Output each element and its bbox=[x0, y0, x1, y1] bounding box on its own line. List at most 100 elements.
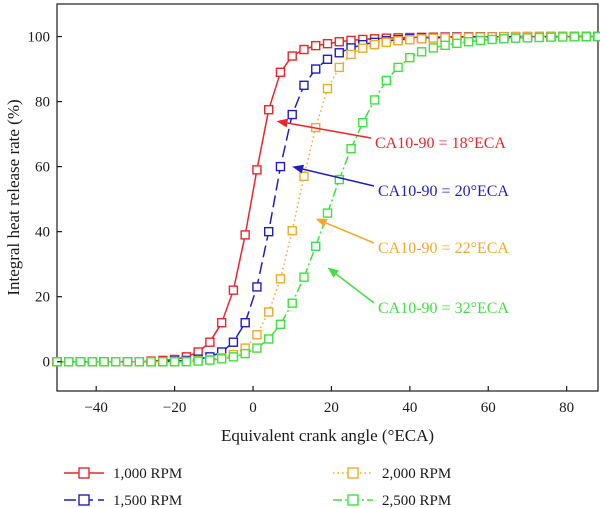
data-point bbox=[475, 35, 486, 46]
data-point bbox=[287, 298, 297, 308]
data-point bbox=[134, 357, 145, 367]
data-point bbox=[287, 51, 297, 61]
data-point bbox=[322, 38, 333, 49]
data-point bbox=[299, 44, 309, 55]
x-tick-label: 60 bbox=[481, 400, 496, 416]
data-point bbox=[416, 47, 427, 57]
data-point bbox=[322, 208, 333, 218]
data-point bbox=[558, 32, 568, 42]
data-point bbox=[322, 54, 333, 64]
data-point bbox=[75, 357, 86, 367]
data-point bbox=[522, 33, 533, 43]
data-point bbox=[463, 37, 474, 47]
data-point bbox=[393, 36, 403, 46]
data-point bbox=[487, 34, 497, 45]
x-tick-label: −40 bbox=[84, 400, 107, 416]
data-point bbox=[275, 319, 286, 330]
data-point bbox=[240, 318, 250, 328]
data-point bbox=[334, 62, 344, 73]
arrow-head bbox=[292, 164, 304, 174]
annotation-3: CA10-90 = 22°ECA bbox=[315, 218, 509, 257]
data-point bbox=[228, 352, 239, 362]
data-point bbox=[287, 109, 297, 120]
x-tick-label: 80 bbox=[559, 400, 574, 416]
data-point bbox=[240, 230, 250, 240]
data-point bbox=[205, 355, 215, 365]
x-axis-title: Equivalent crank angle (°ECA) bbox=[221, 426, 434, 445]
series-1-000-rpm bbox=[52, 31, 600, 367]
data-point bbox=[369, 39, 380, 50]
legend-label: 2,000 RPM bbox=[382, 466, 451, 482]
y-axis-ticks: 0 20 40 60 80 100 bbox=[28, 30, 62, 371]
data-point bbox=[334, 174, 344, 185]
annotation-label: CA10-90 = 22°ECA bbox=[378, 240, 509, 257]
legend-marker bbox=[78, 467, 90, 479]
data-point bbox=[311, 241, 321, 251]
data-point bbox=[87, 357, 97, 367]
legend-item-1-000-rpm: 1,000 RPM bbox=[64, 466, 182, 482]
data-point bbox=[299, 272, 309, 282]
data-point bbox=[216, 318, 227, 328]
series-layer bbox=[52, 31, 600, 367]
data-point bbox=[369, 95, 380, 105]
data-point bbox=[64, 357, 74, 367]
legend-marker bbox=[78, 494, 90, 506]
annotation-2: CA10-90 = 20°ECA bbox=[292, 164, 509, 200]
y-tick-label: 0 bbox=[43, 355, 51, 371]
x-axis-ticks: −40 −20 0 20 40 60 80 bbox=[84, 386, 574, 416]
data-point bbox=[346, 49, 356, 60]
x-tick-label: 40 bbox=[402, 400, 417, 416]
annotation-label: CA10-90 = 32°ECA bbox=[378, 300, 509, 317]
annotation-arrow bbox=[302, 168, 375, 187]
data-point bbox=[510, 33, 521, 43]
y-tick-label: 20 bbox=[35, 290, 50, 306]
data-point bbox=[416, 34, 427, 44]
y-tick-label: 60 bbox=[35, 160, 50, 176]
data-point bbox=[346, 144, 356, 154]
arrow-head bbox=[276, 118, 289, 128]
x-tick-label: 20 bbox=[324, 400, 339, 416]
data-point bbox=[252, 343, 262, 353]
data-point bbox=[287, 225, 297, 236]
data-point bbox=[452, 38, 462, 49]
plot-area: CA10-90 = 18°ECA CA10-90 = 20°ECA CA10-90 … bbox=[52, 3, 600, 392]
x-tick-label: −20 bbox=[163, 400, 186, 416]
data-point bbox=[205, 337, 215, 347]
arrow-head bbox=[315, 218, 328, 228]
data-point bbox=[593, 31, 600, 42]
annotation-1: CA10-90 = 18°ECA bbox=[276, 118, 506, 152]
data-point bbox=[228, 285, 239, 295]
legend-item-2-500-rpm: 2,500 RPM bbox=[333, 493, 451, 508]
arrow-head bbox=[327, 267, 339, 278]
data-point bbox=[569, 32, 580, 42]
y-tick-label: 80 bbox=[35, 95, 50, 111]
data-point bbox=[311, 64, 321, 74]
plot-frame bbox=[56, 3, 599, 392]
data-point bbox=[499, 34, 509, 44]
data-point bbox=[146, 357, 156, 367]
annotation-arrow bbox=[335, 273, 375, 304]
data-point bbox=[228, 337, 239, 347]
data-point bbox=[158, 357, 168, 367]
series-2-000-rpm bbox=[52, 31, 600, 367]
data-point bbox=[334, 37, 344, 47]
annotation-arrow bbox=[325, 222, 375, 244]
data-point bbox=[581, 31, 591, 42]
data-point bbox=[169, 357, 180, 367]
data-point bbox=[311, 40, 321, 51]
data-point bbox=[263, 104, 274, 115]
data-point bbox=[181, 357, 192, 367]
data-point bbox=[252, 282, 262, 292]
data-point bbox=[428, 43, 439, 53]
legend-marker bbox=[347, 467, 359, 479]
legend-label: 1,000 RPM bbox=[113, 466, 182, 482]
data-point bbox=[275, 161, 286, 172]
data-point bbox=[263, 226, 274, 237]
data-point bbox=[240, 348, 250, 359]
data-point bbox=[440, 40, 450, 51]
annotation-label: CA10-90 = 18°ECA bbox=[375, 135, 506, 152]
data-point bbox=[546, 32, 556, 42]
data-point bbox=[122, 357, 133, 367]
data-point bbox=[322, 83, 333, 94]
